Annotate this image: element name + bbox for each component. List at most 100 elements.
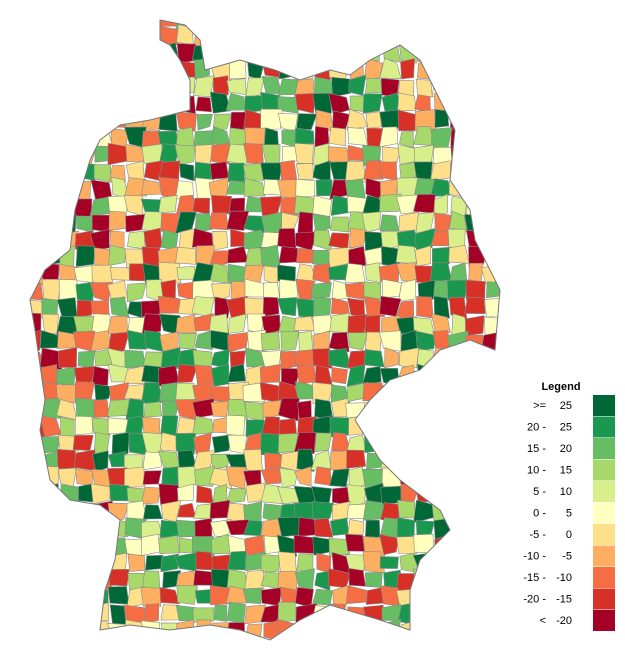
district [415, 78, 433, 98]
district [431, 127, 453, 149]
district [382, 399, 398, 419]
district [57, 604, 76, 624]
district [91, 417, 111, 435]
district [480, 584, 500, 604]
district [176, 585, 198, 605]
district [41, 20, 61, 29]
district [398, 279, 416, 302]
district [30, 160, 45, 183]
district [211, 363, 230, 387]
district [464, 603, 482, 622]
district [434, 620, 453, 640]
district [481, 483, 500, 507]
district [175, 211, 197, 235]
district [260, 432, 281, 456]
district [498, 283, 500, 303]
district [226, 488, 247, 504]
district [107, 331, 130, 353]
district [465, 179, 486, 198]
district [314, 570, 331, 591]
district [142, 470, 162, 485]
district [246, 637, 264, 640]
district [145, 24, 163, 45]
district [259, 24, 280, 42]
district [465, 346, 485, 367]
district [414, 470, 434, 488]
district [41, 126, 62, 147]
district [140, 62, 161, 79]
district [243, 587, 263, 605]
district [108, 20, 126, 29]
district [124, 177, 147, 198]
district [481, 212, 500, 235]
district [227, 162, 245, 182]
district [212, 75, 229, 96]
district [277, 486, 299, 505]
district [107, 451, 127, 468]
district [378, 161, 397, 181]
district [106, 315, 128, 334]
district [396, 432, 415, 454]
district [347, 519, 364, 535]
district [350, 618, 368, 640]
district [76, 299, 95, 317]
district [30, 451, 43, 470]
district [41, 279, 62, 302]
district [176, 24, 194, 45]
district [144, 554, 164, 571]
district [108, 244, 127, 266]
district [30, 535, 41, 554]
district [502, 636, 518, 651]
district [143, 79, 160, 99]
district [363, 281, 382, 301]
district [499, 110, 500, 132]
district [481, 109, 500, 128]
district [467, 364, 487, 387]
district [361, 619, 383, 640]
district [400, 58, 415, 80]
district [123, 195, 144, 217]
district [362, 40, 381, 62]
district [449, 485, 471, 505]
district [295, 586, 314, 608]
district [379, 618, 402, 640]
district [397, 499, 416, 519]
district [57, 637, 78, 640]
district [382, 278, 402, 299]
district [124, 349, 146, 369]
legend-range-from: -10 - [523, 550, 546, 562]
district [446, 40, 468, 65]
district [431, 365, 453, 386]
district [294, 195, 315, 215]
district [75, 415, 94, 435]
district [299, 636, 318, 640]
district [447, 433, 470, 451]
district [331, 486, 350, 505]
district [278, 397, 300, 422]
district [433, 451, 449, 469]
district [192, 607, 215, 623]
district [109, 483, 130, 502]
district [194, 330, 213, 350]
district [448, 20, 469, 30]
district [196, 485, 214, 504]
legend-range-from: -5 - [530, 529, 547, 541]
district [30, 210, 45, 232]
district [294, 127, 315, 145]
district [413, 26, 436, 43]
district [279, 279, 299, 300]
district [140, 620, 161, 640]
district [295, 603, 318, 626]
district [295, 178, 316, 198]
district [468, 57, 483, 79]
legend-range-to: -5 [562, 550, 572, 562]
district [41, 551, 60, 574]
district [276, 297, 298, 317]
district [416, 296, 434, 319]
district [463, 143, 485, 167]
district [464, 20, 485, 28]
district [362, 382, 384, 402]
district [244, 570, 265, 591]
district [38, 94, 61, 113]
